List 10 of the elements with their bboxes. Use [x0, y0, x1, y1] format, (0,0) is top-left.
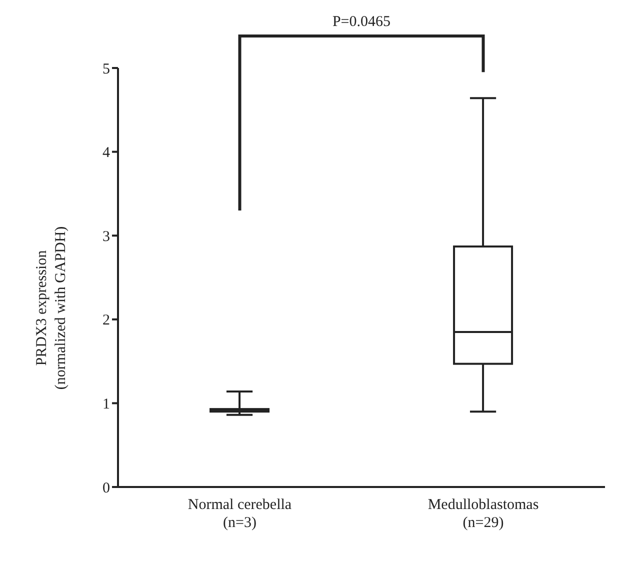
y-tick-label: 3 — [102, 228, 110, 245]
x-tick-label: Medulloblastomas (n=29) — [428, 497, 539, 531]
y-tick-label: 0 — [102, 480, 110, 496]
y-tick-label: 5 — [102, 61, 110, 78]
text: P=0.0465 — [332, 14, 391, 30]
y-tick-label: 4 — [102, 145, 110, 162]
x-tick-label: Normal cerebella (n=3) — [188, 497, 292, 531]
y-tick-label: 2 — [102, 312, 110, 329]
y-axis-title: PRDX3 expression (normalized with GAPDH) — [34, 226, 69, 390]
y-tick-label: 1 — [102, 396, 110, 413]
